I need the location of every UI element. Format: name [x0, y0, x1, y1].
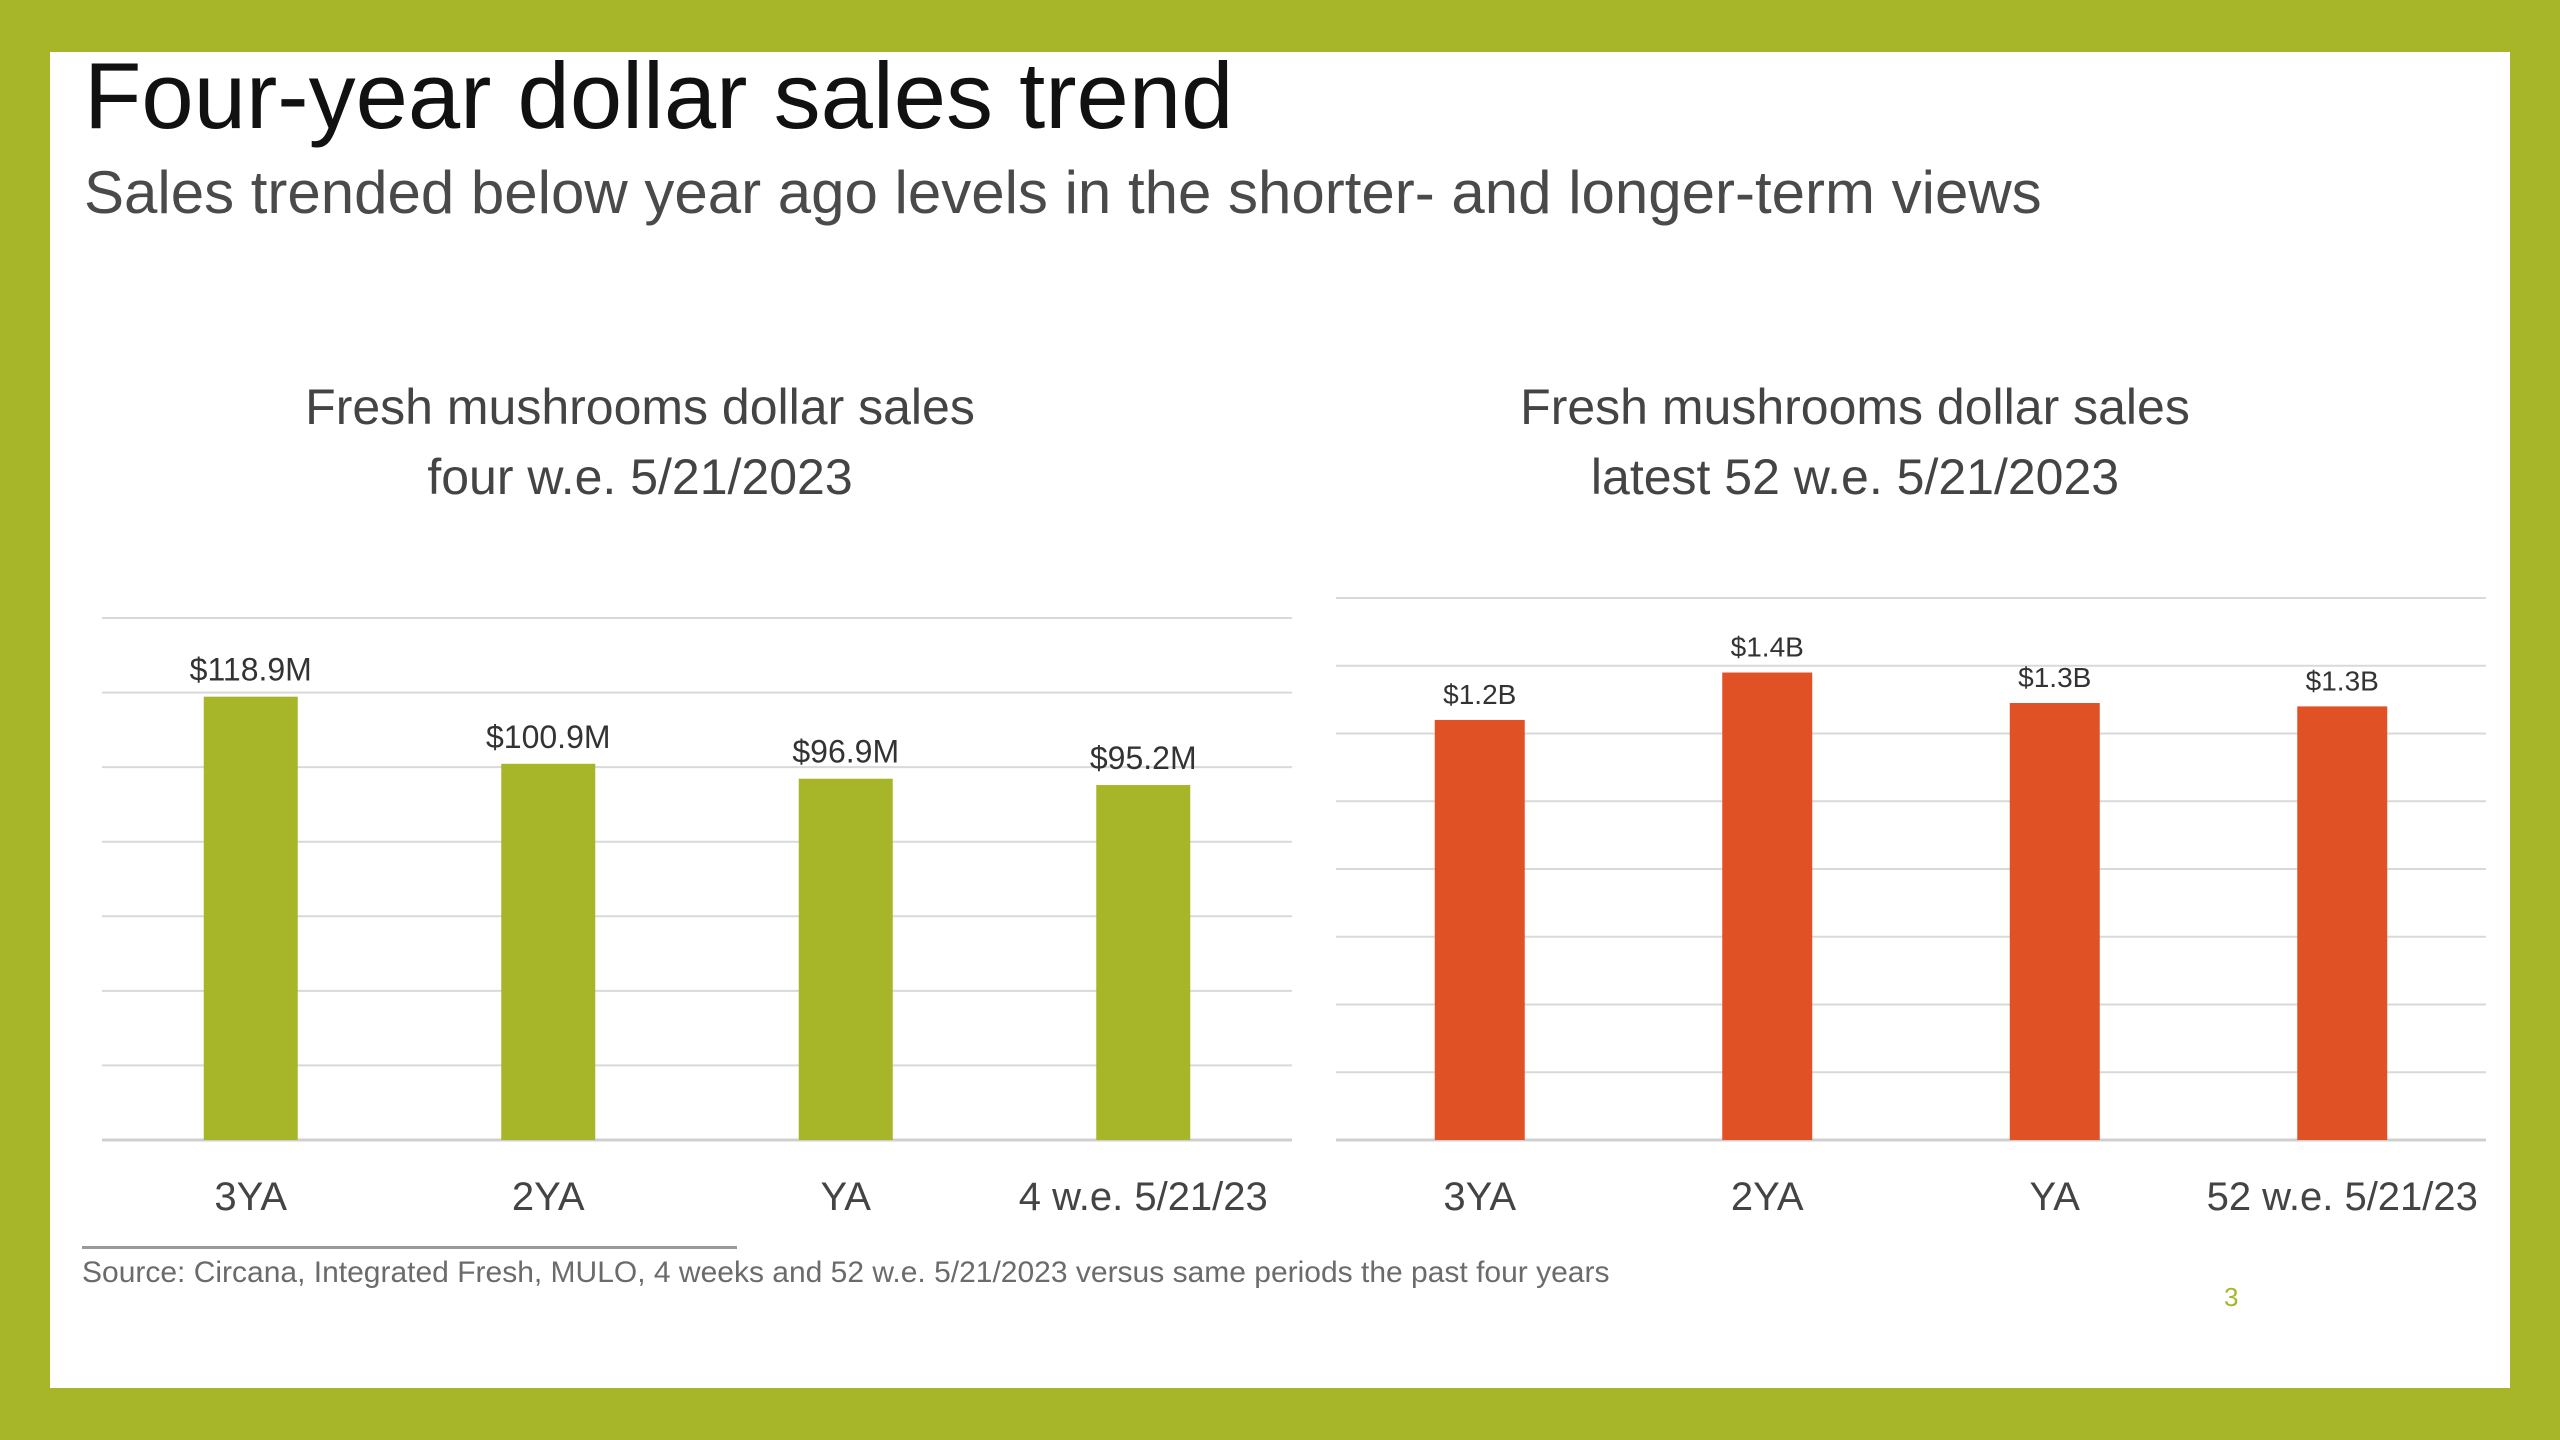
- left-chart-bar-4-w-e-5-21-23: [1096, 785, 1191, 1140]
- right-chart-title-line-1: Fresh mushrooms dollar sales: [1520, 379, 2190, 435]
- left-chart-category-label: 2YA: [512, 1175, 585, 1219]
- source-note: Source: Circana, Integrated Fresh, MULO,…: [82, 1256, 1610, 1289]
- left-chart-category-label: YA: [821, 1175, 872, 1219]
- right-chart-data-label: $1.3B: [2306, 665, 2379, 696]
- left-chart-category-label: 4 w.e. 5/21/23: [1019, 1175, 1268, 1219]
- right-chart-bar-ya: [2009, 703, 2100, 1140]
- left-chart-title-line-2: four w.e. 5/21/2023: [427, 449, 853, 505]
- left-chart-data-label: $100.9M: [486, 719, 611, 755]
- right-chart-data-label: $1.3B: [2018, 662, 2091, 693]
- left-chart-data-label: $95.2M: [1090, 740, 1197, 776]
- left-chart-bar-2ya: [501, 763, 596, 1140]
- right-chart-title-line-2: latest 52 w.e. 5/21/2023: [1590, 449, 2120, 505]
- right-chart-bar-52-w-e-5-21-23: [2297, 706, 2388, 1140]
- right-chart-bar-3ya: [1434, 719, 1525, 1140]
- right-chart-bar-2ya: [1722, 672, 1813, 1140]
- left-chart-title-line-1: Fresh mushrooms dollar sales: [305, 379, 975, 435]
- page-number: 3: [2224, 1282, 2239, 1312]
- left-chart-category-label: 3YA: [214, 1175, 287, 1219]
- source-divider: [82, 1246, 737, 1249]
- slide: [50, 52, 2510, 1388]
- right-chart-title: Fresh mushrooms dollar sales latest 52 w…: [1280, 372, 2430, 512]
- left-chart-bar-3ya: [203, 696, 298, 1140]
- left-chart-title: Fresh mushrooms dollar sales four w.e. 5…: [45, 372, 1235, 512]
- slide-subtitle: Sales trended below year ago levels in t…: [84, 159, 2042, 226]
- right-chart-category-label: 3YA: [1443, 1175, 1516, 1219]
- left-chart-data-label: $118.9M: [190, 652, 312, 688]
- right-chart-category-label: 2YA: [1731, 1175, 1804, 1219]
- left-chart-bar-ya: [798, 778, 893, 1140]
- right-chart-data-label: $1.2B: [1443, 679, 1516, 710]
- left-chart-data-label: $96.9M: [792, 734, 899, 770]
- slide-title: Four-year dollar sales trend: [84, 43, 1234, 148]
- right-chart-category-label: 52 w.e. 5/21/23: [2207, 1175, 2478, 1219]
- right-chart-category-label: YA: [2030, 1175, 2081, 1219]
- right-chart-data-label: $1.4B: [1731, 632, 1804, 663]
